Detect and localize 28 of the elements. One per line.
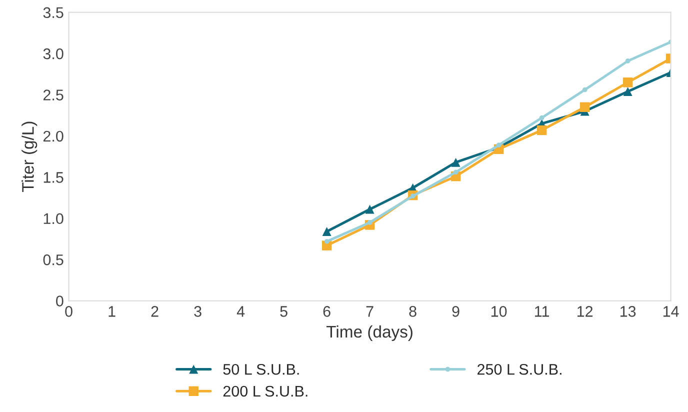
- x-tick-label: 9: [452, 306, 460, 317]
- y-tick-label: 0: [56, 296, 64, 306]
- x-tick-label: 3: [194, 306, 202, 317]
- y-axis-title: Titer (g/L): [22, 122, 38, 192]
- x-tick-label: 12: [577, 306, 593, 317]
- x-tick-label: 4: [236, 306, 245, 317]
- x-tick-label: 11: [535, 306, 549, 317]
- x-tick-label: 10: [491, 306, 507, 317]
- x-axis-title: Time (days): [326, 325, 412, 341]
- x-tick-label: 5: [280, 306, 288, 317]
- y-tick-label: 1.5: [44, 172, 64, 183]
- x-tick-label: 13: [620, 306, 636, 317]
- y-tick-label: 0.5: [43, 254, 64, 266]
- x-tick-label: 8: [409, 306, 416, 317]
- x-tick-label: 6: [323, 306, 330, 317]
- x-tick-label: 0: [65, 306, 72, 317]
- legend-label: 200 L S.U.B.: [223, 386, 308, 397]
- legend-label: 50 L S.U.B.: [223, 364, 299, 375]
- y-tick-label: 3.0: [43, 48, 64, 60]
- x-tick-label: 14: [663, 306, 679, 317]
- x-tick-label: 1: [108, 306, 116, 317]
- y-tick-label: 2.5: [43, 90, 64, 100]
- y-tick-label: 2.0: [43, 130, 64, 142]
- legend-label: 250 L S.U.B.: [478, 364, 562, 375]
- x-tick-label: 2: [151, 306, 158, 317]
- x-tick-label: 7: [366, 306, 374, 317]
- y-tick-label: 3.5: [43, 7, 64, 18]
- y-tick-label: 1.0: [44, 213, 64, 224]
